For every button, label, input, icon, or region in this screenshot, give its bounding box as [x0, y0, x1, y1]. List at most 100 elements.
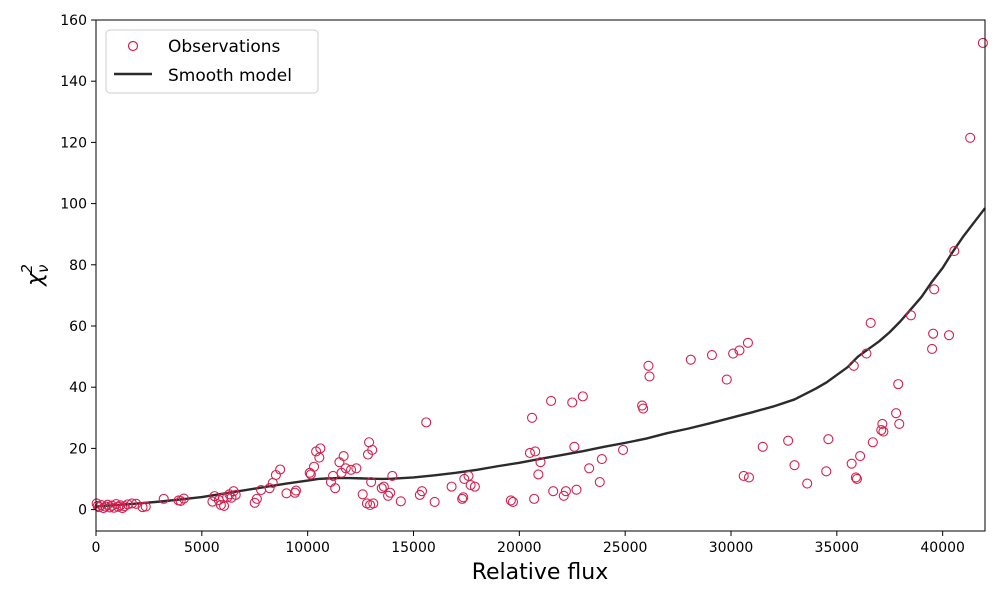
observation-point — [638, 403, 649, 414]
observation-point — [558, 490, 569, 501]
observation-point — [706, 350, 718, 361]
observation-point — [596, 454, 607, 465]
observation-point — [256, 484, 267, 496]
observation-point — [290, 485, 302, 496]
observation-point — [876, 424, 887, 436]
observation-point — [617, 444, 629, 455]
observation-point — [416, 486, 428, 497]
observation-point — [264, 483, 275, 494]
observation-point — [893, 379, 904, 390]
plot-background — [96, 20, 985, 531]
y-tick-label: 100 — [60, 197, 87, 213]
observation-point — [314, 452, 325, 463]
model-line-layer — [95, 207, 986, 508]
y-tick-label: 20 — [69, 441, 87, 457]
observation-point — [175, 495, 186, 507]
x-tick-label: 25000 — [603, 540, 648, 556]
observation-point — [178, 493, 189, 504]
observation-point — [338, 450, 349, 462]
observation-point — [340, 463, 351, 474]
legend-marker-observations — [127, 40, 139, 52]
observation-point — [851, 473, 862, 485]
observation-point — [743, 472, 755, 483]
x-axis-ticks: 0 5000 10000 15000 20000 25000 30000 35000 40000 — [92, 531, 965, 556]
observation-point — [367, 444, 378, 455]
observation-point — [429, 496, 440, 507]
observation-point — [783, 435, 794, 446]
observation-point — [865, 317, 876, 328]
observation-point — [905, 310, 916, 321]
observation-point — [469, 481, 480, 492]
observation-point — [275, 464, 286, 475]
observation-point — [126, 498, 138, 509]
y-axis-ticks: 0 20 40 60 80 100 120 140 160 — [60, 13, 96, 519]
observation-point — [529, 493, 540, 504]
observation-point — [535, 457, 546, 468]
observation-point — [929, 284, 940, 295]
observation-point — [846, 458, 857, 469]
y-tick-label: 140 — [60, 74, 87, 90]
observation-point — [346, 464, 357, 475]
observation-point — [131, 498, 142, 509]
x-tick-label: 10000 — [285, 540, 330, 556]
x-tick-label: 30000 — [709, 540, 754, 556]
observation-point — [230, 489, 241, 500]
observation-point — [328, 470, 339, 481]
observation-point — [526, 412, 538, 423]
observation-point — [928, 328, 939, 339]
observation-point — [569, 441, 580, 452]
observation-point — [894, 418, 905, 429]
observation-point — [823, 434, 834, 445]
observation-point — [158, 493, 169, 504]
observation-point — [315, 443, 326, 454]
observation-point — [524, 447, 535, 459]
model-line — [95, 207, 986, 508]
observation-point — [395, 496, 406, 507]
observation-point — [507, 496, 519, 507]
observation-point — [289, 487, 301, 498]
observation-point — [644, 371, 655, 382]
observation-point — [943, 330, 955, 341]
observation-point — [368, 498, 379, 509]
y-tick-label: 60 — [69, 319, 87, 335]
x-tick-label: 0 — [92, 540, 101, 556]
observation-point — [465, 480, 476, 491]
observation-point — [533, 469, 544, 480]
observation-point — [738, 470, 749, 481]
observation-point — [685, 354, 696, 365]
observation-point — [383, 490, 394, 501]
observation-point — [548, 486, 559, 497]
observation-point — [560, 486, 571, 497]
observation-point — [446, 481, 457, 492]
observation-point — [421, 417, 432, 428]
observation-point — [119, 501, 130, 512]
observation-point — [594, 476, 605, 488]
observation-point — [891, 408, 902, 419]
x-tick-label: 35000 — [815, 540, 860, 556]
observation-point — [721, 374, 732, 385]
legend: Observations Smooth model — [105, 29, 319, 94]
observation-point — [577, 391, 588, 402]
x-tick-label: 40000 — [920, 540, 965, 556]
observation-point — [977, 37, 988, 49]
observation-point — [281, 488, 292, 499]
observation-point — [821, 466, 832, 477]
y-tick-label: 80 — [69, 258, 87, 274]
y-tick-label: 120 — [60, 135, 87, 151]
observation-point — [965, 132, 976, 143]
observation-point — [734, 345, 745, 356]
observation-point — [861, 348, 872, 359]
svg-text:χν2: χν2 — [18, 264, 52, 287]
observation-point — [546, 395, 557, 407]
x-tick-label: 20000 — [497, 540, 542, 556]
observation-point — [387, 470, 398, 481]
observation-point — [850, 472, 861, 483]
observation-point — [251, 493, 262, 504]
observation-point — [463, 470, 474, 481]
observation-point — [855, 450, 866, 462]
observation-point — [357, 489, 368, 500]
observation-point — [567, 397, 578, 408]
observation-point — [219, 500, 230, 511]
y-tick-label: 40 — [69, 380, 87, 396]
observation-point — [571, 484, 582, 495]
